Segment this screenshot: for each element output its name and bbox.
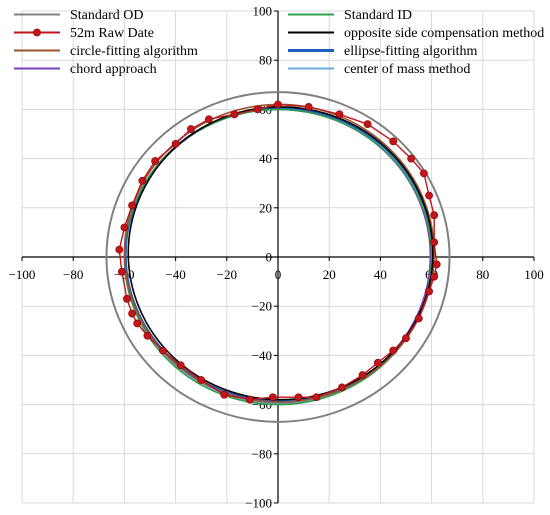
legend-item: 52m Raw Date [14, 26, 154, 41]
data-point [253, 105, 262, 114]
data-point [133, 319, 142, 328]
x-tick-label: −100 [9, 267, 36, 282]
legend-label: opposite side compensation method [344, 26, 544, 41]
data-point [402, 334, 410, 343]
data-point [407, 154, 416, 163]
legend-label: 52m Raw Date [70, 26, 154, 41]
data-point [430, 272, 439, 281]
legend-item: center of mass method [288, 62, 470, 77]
data-point [171, 139, 180, 148]
data-point [123, 294, 131, 303]
legend-item: opposite side compensation method [288, 26, 544, 41]
data-point [245, 395, 254, 404]
legend-item: chord approach [14, 62, 157, 77]
data-point [138, 176, 147, 185]
y-tick-label: 100 [253, 4, 273, 19]
data-point [151, 157, 160, 165]
x-tick-label: −80 [63, 267, 83, 282]
data-point [128, 201, 136, 210]
data-point [274, 100, 282, 109]
plot-series [105, 91, 451, 423]
y-tick-label: 40 [259, 151, 272, 166]
data-point [304, 103, 313, 111]
data-point [430, 238, 439, 247]
data-point [358, 371, 367, 379]
legend-label: chord approach [70, 62, 157, 77]
data-point [312, 393, 321, 402]
data-point [230, 110, 239, 119]
axes: −100−80−60−40−20020406080100−100−80−60−4… [9, 4, 544, 511]
x-tick-label: −40 [165, 267, 185, 282]
data-point [187, 125, 195, 133]
data-point [389, 137, 398, 146]
legend-label: Standard OD [70, 8, 144, 23]
data-point [363, 120, 372, 129]
legend-item: Standard ID [288, 8, 412, 23]
y-tick-label: −20 [252, 299, 272, 314]
x-tick-label: 100 [524, 267, 544, 282]
y-tick-label: 80 [259, 53, 272, 68]
legend: Standard OD Standard ID 52m Raw Date opposi… [14, 8, 544, 77]
data-point [143, 331, 152, 340]
data-point [425, 287, 433, 296]
data-point [373, 358, 382, 367]
legend-item: circle-fitting algorithm [14, 44, 198, 59]
series-standard-od [105, 91, 451, 423]
data-point [338, 383, 346, 392]
data-point [268, 393, 277, 402]
data-point [220, 390, 229, 399]
legend-label: Standard ID [344, 8, 412, 23]
y-tick-label: −80 [252, 446, 272, 461]
data-point [414, 314, 423, 323]
x-tick-label: 0 [275, 267, 282, 282]
data-point [176, 361, 185, 370]
legend-label: center of mass method [344, 62, 470, 77]
data-point [120, 223, 129, 232]
legend-item: ellipse-fitting algorithm [288, 44, 477, 59]
x-tick-label: 80 [476, 267, 489, 282]
data-point [335, 110, 344, 119]
y-tick-label: 20 [259, 200, 272, 215]
data-point [197, 376, 206, 384]
y-tick-label: 0 [266, 250, 273, 265]
data-point [115, 245, 124, 254]
data-point [204, 115, 213, 124]
legend-marker [33, 28, 41, 37]
data-point [158, 346, 167, 355]
legend-label: ellipse-fitting algorithm [344, 44, 477, 59]
data-point [420, 169, 428, 178]
data-point [294, 393, 303, 402]
data-point [128, 309, 136, 318]
y-tick-label: −100 [245, 496, 272, 511]
data-point [117, 267, 126, 276]
legend-label: circle-fitting algorithm [70, 44, 198, 59]
x-tick-label: 40 [374, 267, 387, 282]
data-point [432, 260, 441, 269]
y-tick-label: −40 [252, 348, 272, 363]
data-point [389, 346, 398, 355]
legend-item: Standard OD [14, 8, 144, 23]
x-tick-label: −20 [217, 267, 237, 282]
data-point [430, 211, 439, 220]
data-point [425, 191, 433, 200]
x-tick-label: 20 [323, 267, 336, 282]
